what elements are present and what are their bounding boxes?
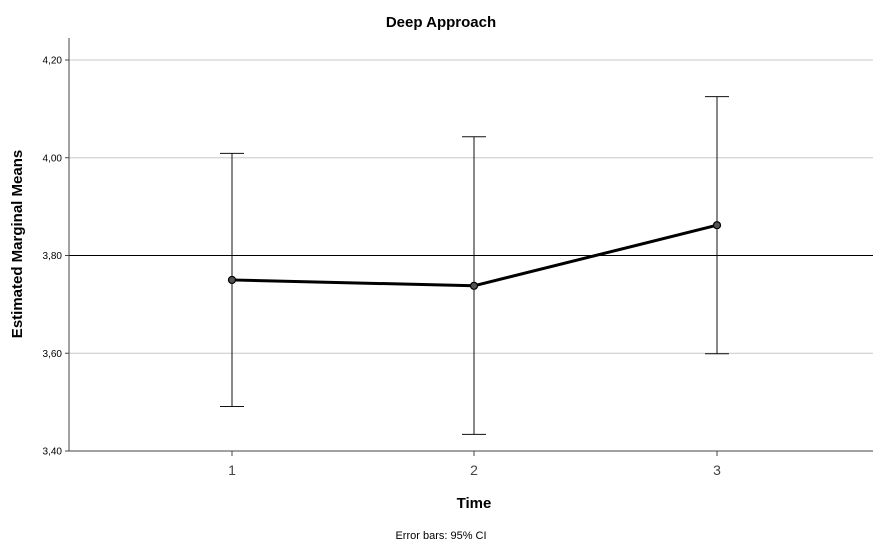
y-tick-label: 3,80 xyxy=(43,251,63,262)
x-tick-labels: 1 2 3 xyxy=(228,451,721,478)
error-bar-note: Error bars: 95% CI xyxy=(395,530,486,542)
data-point xyxy=(227,275,237,285)
y-axis-title: Estimated Marginal Means xyxy=(9,150,26,338)
y-tick-label: 3,40 xyxy=(43,447,63,458)
grid xyxy=(69,59,873,354)
x-tick-label: 3 xyxy=(713,462,721,478)
x-tick-label: 2 xyxy=(470,462,478,478)
y-tick-label: 4,20 xyxy=(43,56,63,67)
y-tick-label: 3,60 xyxy=(43,349,63,360)
x-axis-title: Time xyxy=(457,495,492,512)
error-bars xyxy=(220,96,729,435)
x-tick-label: 1 xyxy=(228,462,236,478)
data-points xyxy=(227,221,722,290)
chart-title: Deep Approach xyxy=(386,14,496,31)
data-point xyxy=(469,281,479,290)
y-tick-label: 4,00 xyxy=(43,153,63,164)
y-tick-labels: 4,20 4,00 3,80 3,60 3,40 xyxy=(43,56,69,458)
data-point xyxy=(712,221,722,230)
